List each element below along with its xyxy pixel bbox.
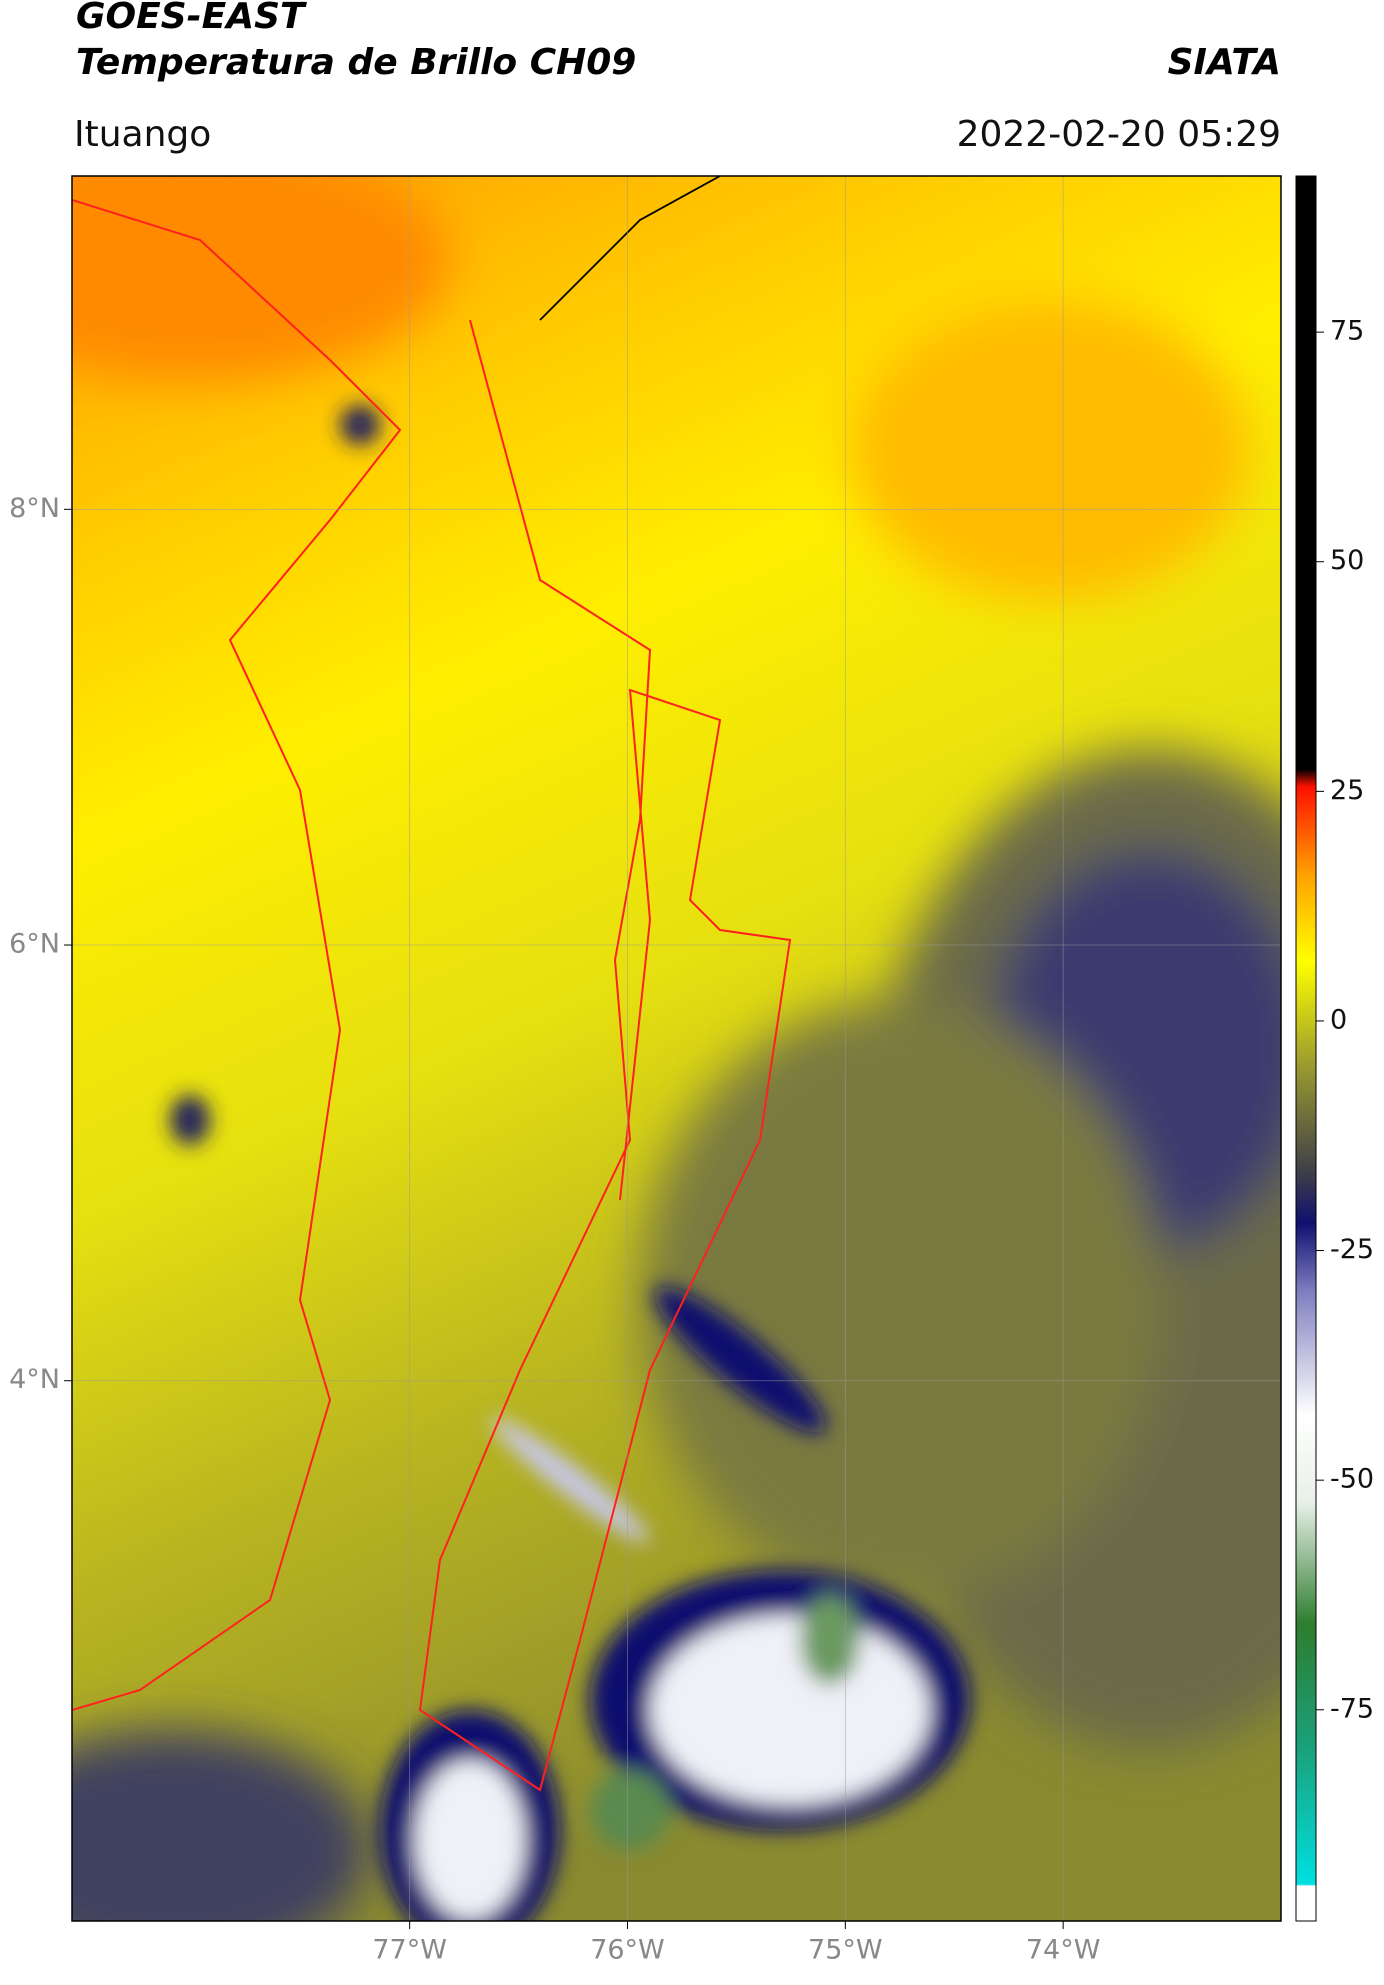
colorbar-tick-label: 75 (1330, 316, 1364, 347)
colorbar-tick-label: 25 (1330, 775, 1364, 806)
y-tick-label: 4°N (9, 1364, 60, 1395)
x-tick-label: 77°W (372, 1935, 447, 1966)
map-frame (71, 175, 1282, 1922)
source: SIATA (1168, 42, 1281, 83)
subtitle: Temperatura de Brillo CH09 (76, 42, 636, 83)
colorbar-tick-label: -75 (1330, 1693, 1374, 1724)
y-tick-label: 8°N (9, 493, 60, 524)
x-tick-label: 74°W (1026, 1935, 1101, 1966)
colorbar-tick-label: -50 (1330, 1464, 1374, 1495)
colorbar-tick-label: 0 (1330, 1004, 1347, 1035)
x-tick-label: 76°W (590, 1935, 665, 1966)
y-tick-label: 6°N (9, 929, 60, 960)
title: GOES-EAST (76, 0, 307, 37)
datetime: 2022-02-20 05:29 (957, 114, 1281, 155)
map-image (72, 176, 1281, 1921)
region: Ituango (74, 114, 211, 155)
colorbar (1295, 175, 1317, 1922)
x-tick-label: 75°W (808, 1935, 883, 1966)
colorbar-tick-label: -25 (1330, 1234, 1374, 1265)
colorbar-tick-label: 50 (1330, 545, 1364, 576)
